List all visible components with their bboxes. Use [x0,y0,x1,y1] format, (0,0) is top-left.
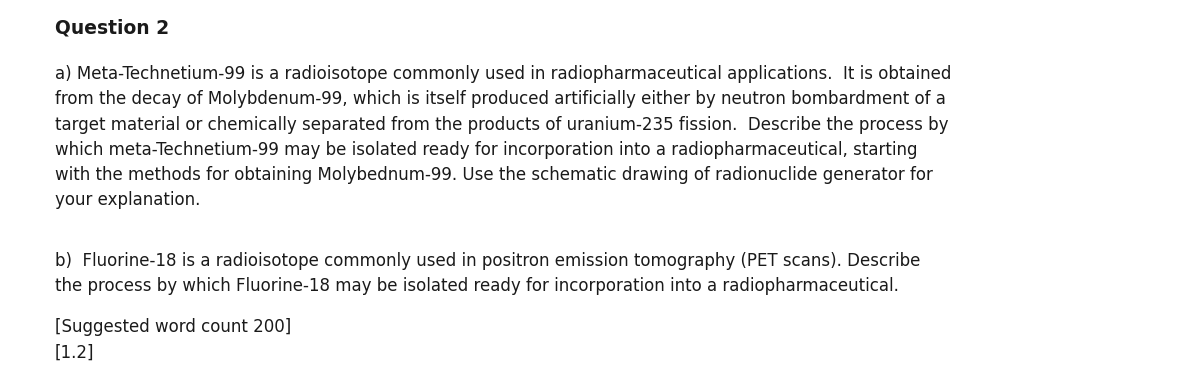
Text: b)  Fluorine-18 is a radioisotope commonly used in positron emission tomography : b) Fluorine-18 is a radioisotope commonl… [55,252,920,295]
Text: Question 2: Question 2 [55,18,169,37]
Text: a) Meta-Technetium-99 is a radioisotope commonly used in radiopharmaceutical app: a) Meta-Technetium-99 is a radioisotope … [55,65,952,209]
Text: [Suggested word count 200]
[1.2]: [Suggested word count 200] [1.2] [55,318,292,361]
